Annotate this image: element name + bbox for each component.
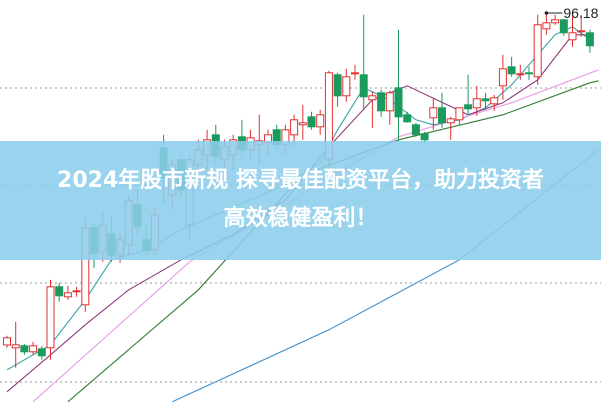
candle-body [316,114,325,128]
candle-body [342,76,351,97]
headline-line-1: 2024年股市新规 探寻最佳配资平台，助力投资者 [57,168,544,193]
candle-body [368,95,377,101]
candle-body [72,290,81,293]
candle-body [11,344,20,349]
candle-body [507,66,516,75]
headline-line-2: 高效稳健盈利！ [223,206,378,231]
candle-body [481,98,490,102]
max-price-label: 96.18 [563,5,598,21]
candle-body [455,107,464,121]
candle-body [63,292,72,298]
candle-body [525,72,533,75]
candle-body [411,124,420,136]
candle-body [298,122,307,126]
candle-body [464,104,473,110]
candle-body [446,118,455,124]
candle-body [551,19,560,24]
candle-body [46,286,55,349]
candle-body [307,116,316,128]
candle-body [351,72,359,75]
candle-body [37,348,46,357]
candle-body [3,337,11,346]
candle-body [20,345,29,353]
candle-body [403,114,412,123]
candle-body [577,30,586,33]
candle-body [472,98,481,109]
candle-body [55,286,64,297]
candle-body [568,32,577,41]
headline-title: 2024年股市新规 探寻最佳配资平台，助力投资者 高效稳健盈利！ [0,162,601,238]
headline-banner: 2024年股市新规 探寻最佳配资平台，助力投资者 高效稳健盈利！ [0,141,601,260]
candle-body [585,32,594,47]
candle-body [377,92,386,112]
candle-body [429,107,438,119]
candle-body [29,345,38,353]
candle-body [490,97,499,105]
candle-body [420,133,429,141]
candle-body [438,107,446,124]
candle-body [394,87,403,118]
candle-body [533,24,542,78]
candle-body [333,74,342,97]
candle-body [542,22,551,30]
candle-body [385,92,394,112]
max-price-marker [544,11,549,15]
candle-body [498,68,507,87]
candle-body [359,74,368,98]
candle-body [290,119,299,136]
candle-body [559,19,568,34]
candle-body [516,73,525,76]
